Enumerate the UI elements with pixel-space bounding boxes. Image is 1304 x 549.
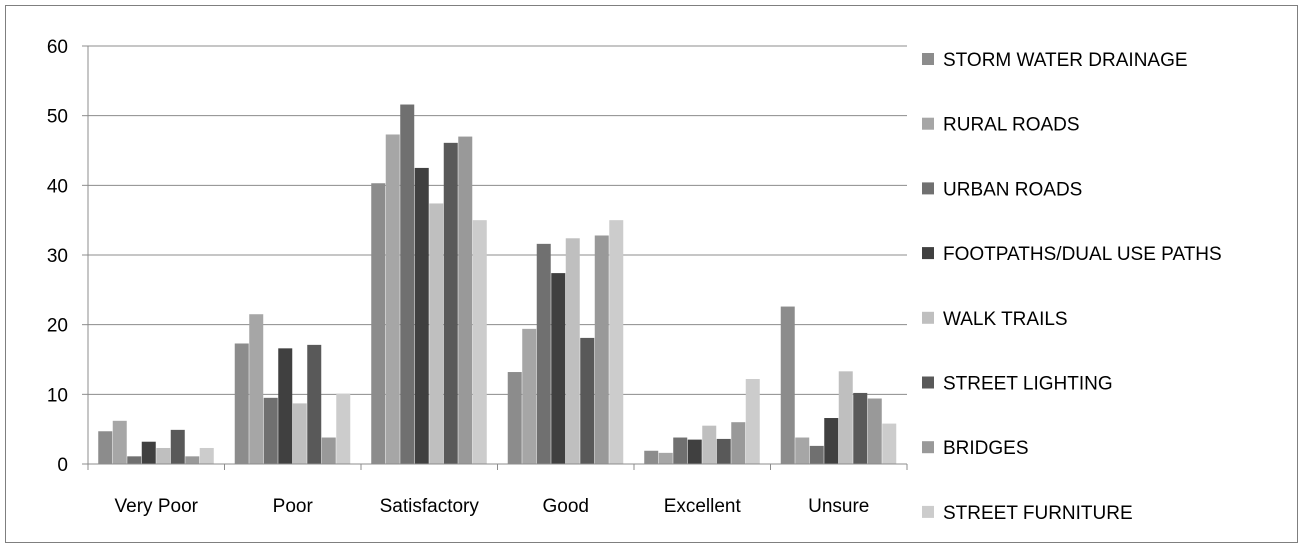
y-tick-label: 40 — [47, 176, 68, 197]
y-tick-label: 30 — [47, 246, 68, 267]
bar — [702, 425, 717, 464]
bar — [414, 167, 429, 465]
x-tick-label: Satisfactory — [380, 496, 480, 517]
bar — [673, 437, 688, 464]
bar — [780, 306, 795, 464]
y-tick-label: 20 — [47, 316, 68, 337]
legend-label: WALK TRAILS — [943, 309, 1068, 330]
axes — [82, 45, 908, 470]
legend-label: URBAN ROADS — [943, 179, 1082, 200]
legend-swatch — [922, 441, 934, 454]
chart-frame: 0 10 20 30 40 50 60 Very Poor Poor Satisfactory G… — [5, 5, 1298, 543]
legend: STORM WATER DRAINAGE RURAL ROADS URBAN ROA… — [922, 50, 1222, 524]
y-tick-label: 0 — [57, 455, 68, 476]
legend-swatch — [922, 182, 934, 195]
bar — [716, 438, 731, 464]
bar — [594, 235, 609, 464]
bar — [867, 398, 882, 464]
bar — [565, 238, 580, 464]
bar — [185, 456, 200, 464]
legend-label: BRIDGES — [943, 438, 1029, 459]
bar — [853, 392, 868, 464]
x-tick-label: Good — [543, 496, 589, 517]
bar — [882, 423, 897, 464]
gridlines — [88, 45, 907, 395]
y-tick-label: 50 — [47, 107, 68, 128]
legend-swatch — [922, 376, 934, 389]
bar — [429, 203, 444, 464]
legend-label: FOOTPATHS/DUAL USE PATHS — [943, 244, 1222, 265]
bar — [156, 447, 171, 464]
x-tick-label: Unsure — [808, 496, 869, 517]
legend-label: STREET FURNITURE — [943, 503, 1133, 524]
x-tick-label: Excellent — [664, 496, 742, 517]
bar — [687, 439, 702, 464]
bar — [824, 418, 839, 464]
legend-swatch — [922, 53, 934, 65]
bar — [458, 136, 473, 464]
bar — [838, 371, 853, 464]
bar — [336, 393, 351, 464]
bar — [371, 183, 386, 465]
legend-swatch — [922, 505, 934, 518]
bars — [98, 104, 897, 465]
x-tick-label: Poor — [273, 496, 314, 517]
bar — [127, 456, 142, 464]
bar — [199, 447, 214, 464]
bar — [234, 343, 249, 464]
legend-swatch — [922, 117, 934, 130]
legend-swatch — [922, 311, 934, 324]
bar — [745, 379, 760, 464]
bar — [644, 450, 659, 464]
y-tick-label: 10 — [47, 385, 68, 406]
bar — [278, 348, 293, 464]
bar — [292, 403, 307, 464]
bar — [536, 243, 551, 464]
bar — [472, 220, 487, 464]
bar — [507, 372, 522, 464]
bar — [141, 441, 156, 464]
y-tick-label: 60 — [47, 37, 68, 58]
bar — [170, 429, 185, 464]
legend-label: STORM WATER DRAINAGE — [943, 50, 1188, 71]
x-tick-label: Very Poor — [115, 496, 199, 517]
bar — [522, 328, 537, 464]
bar — [307, 344, 322, 464]
bar — [658, 452, 673, 464]
bar — [551, 273, 566, 464]
bar — [385, 134, 400, 465]
x-axis-tick-labels: Very Poor Poor Satisfactory Good Excellent Un… — [115, 496, 870, 517]
bar — [580, 337, 595, 464]
bar — [98, 431, 113, 464]
bar — [263, 397, 278, 464]
grouped-bar-chart: 0 10 20 30 40 50 60 Very Poor Poor Satisfactory G… — [47, 37, 1222, 524]
bar — [249, 314, 264, 464]
bar — [321, 437, 336, 464]
bar — [809, 445, 824, 464]
legend-label: STREET LIGHTING — [943, 374, 1113, 395]
bar — [731, 422, 746, 464]
bar — [443, 142, 458, 464]
legend-swatch — [922, 247, 934, 260]
bar — [609, 220, 624, 464]
y-axis-tick-labels: 0 10 20 30 40 50 60 — [47, 37, 68, 476]
legend-label: RURAL ROADS — [943, 115, 1080, 136]
bar — [112, 420, 127, 464]
bar — [795, 437, 810, 464]
bar — [400, 104, 415, 465]
